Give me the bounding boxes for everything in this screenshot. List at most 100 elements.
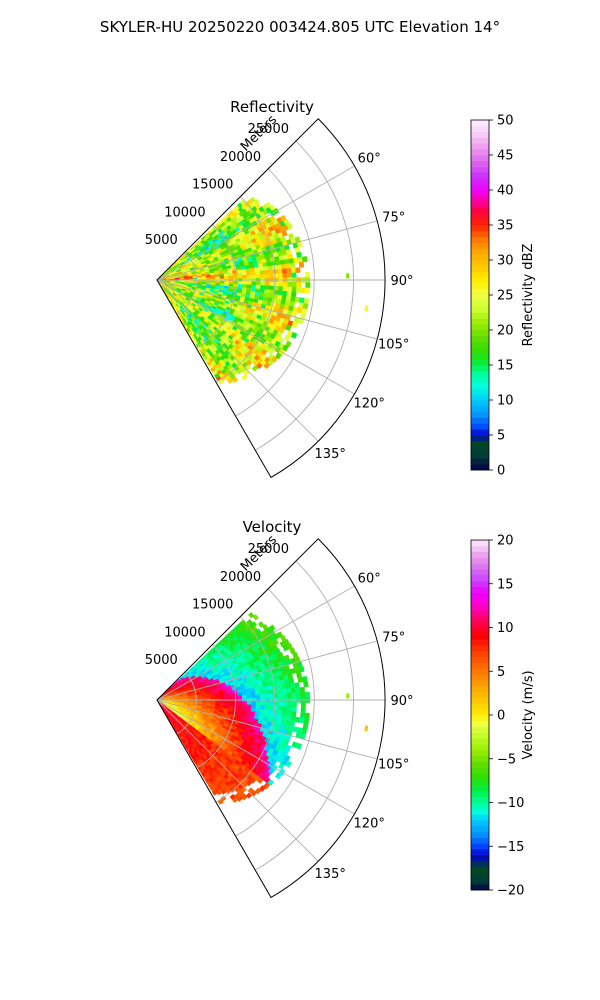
velocity-colorbar-segment [471,551,489,558]
reflectivity-cell [251,364,259,372]
reflectivity-colorbar-segment [471,120,489,127]
reflectivity-colorbar-segment [471,201,489,208]
velocity-colorbar-segment [471,621,489,628]
reflectivity-colorbar-segment [471,166,489,173]
velocity-range-ring [255,560,354,871]
reflectivity-azimuth-spoke [156,165,355,281]
reflectivity-cell [253,198,261,206]
velocity-cell [255,694,261,699]
reflectivity-cell [282,290,288,297]
velocity-colorbar-segment [471,592,489,599]
velocity-colorbar-tick-label: −15 [497,840,524,855]
reflectivity-colorbar-tick-label: 10 [497,394,514,409]
reflectivity-cell [287,286,293,293]
reflectivity-cell [223,273,229,277]
reflectivity-colorbar-segment [471,417,489,424]
reflectivity-range-ring [255,140,354,451]
reflectivity-cell [245,268,251,273]
reflectivity-colorbar-segment [471,184,489,191]
reflectivity-cell [280,263,287,270]
velocity-cell [259,690,265,695]
velocity-cell [231,796,239,804]
velocity-cell [268,693,275,699]
velocity-outlier-echo [346,693,350,699]
reflectivity-azimuth-tick-label: 75° [382,211,405,226]
reflectivity-cell [201,277,207,280]
reflectivity-colorbar-segment [471,353,489,360]
velocity-colorbar-segment [471,697,489,704]
reflectivity-azimuth-spoke [156,220,378,281]
velocity-cell [300,692,306,698]
velocity-cell [267,685,273,691]
reflectivity-colorbar-segment [471,195,489,203]
velocity-cell [251,701,257,706]
velocity-colorbar-segment [471,761,489,768]
velocity-cell [282,706,288,712]
reflectivity-cell [251,274,257,279]
reflectivity-cell [281,230,288,237]
reflectivity-cell [260,285,266,290]
reflectivity-cell [298,261,305,268]
reflectivity-colorbar-tick-label: 25 [497,289,514,304]
reflectivity-cell [282,281,288,288]
reflectivity-colorbar-tick-label: 20 [497,324,514,339]
reflectivity-colorbar-segment [471,400,489,407]
velocity-azimuth-spoke [156,585,355,701]
reflectivity-colorbar-tick-label: 35 [497,219,514,234]
reflectivity-colorbar-segment [471,388,489,395]
reflectivity-colorbar-tick-label: 30 [497,254,514,269]
velocity-cell [251,704,257,709]
velocity-cell [259,694,266,699]
velocity-cell [268,709,274,715]
velocity-cell [242,695,248,699]
reflectivity-colorbar-segment [471,225,489,232]
reflectivity-cell [301,308,308,315]
velocity-colorbar-tick-label: 20 [497,534,514,549]
velocity-colorbar-segment [471,866,489,873]
velocity-colorbar-segment [471,633,489,640]
velocity-cell [291,702,297,708]
velocity-cell [275,680,281,686]
velocity-colorbar-segment [471,610,489,617]
velocity-cell [217,799,224,805]
reflectivity-cell [228,275,234,279]
velocity-colorbar-tick-label: −10 [497,796,524,811]
reflectivity-cell [251,281,257,286]
velocity-range-tick-label: 5000 [145,653,178,668]
reflectivity-colorbar: 0 5 10 15 20 25 30 35 40 45 50 Reflectivity dBZ [470,114,536,479]
velocity-cell [284,678,290,685]
reflectivity-colorbar-segment [471,265,489,273]
velocity-colorbar-segment [471,540,489,547]
reflectivity-cell [263,270,270,275]
reflectivity-cell [268,269,274,275]
velocity-colorbar-segment [471,814,489,821]
velocity-panel: Velocity 500010000150002000025000Meters6… [145,518,536,899]
reflectivity-cell [285,263,291,269]
velocity-azimuth-tick-label: 120° [354,817,385,832]
figure-title: SKYLER-HU 20250220 003424.805 UTC Elevat… [100,18,500,36]
reflectivity-range-ring [176,251,197,315]
velocity-colorbar-segment [471,703,489,710]
reflectivity-cell [288,258,295,264]
velocity-cell [262,682,268,688]
reflectivity-colorbar-segment [471,219,489,226]
velocity-colorbar-segment [471,790,489,798]
reflectivity-colorbar-segment [471,271,489,278]
velocity-colorbar-tick-label: 10 [497,621,514,636]
velocity-colorbar-segment [471,820,489,827]
reflectivity-colorbar-tick-label: 0 [497,464,505,479]
reflectivity-colorbar-segment [471,365,489,372]
reflectivity-colorbar-segment [471,295,489,302]
reflectivity-cell [284,258,290,265]
reflectivity-azimuth-spoke [156,279,378,340]
velocity-cell [220,788,227,795]
velocity-cell [264,705,270,711]
velocity-cell [285,683,291,689]
reflectivity-azimuth-tick-label: 90° [390,274,413,289]
velocity-colorbar-segment [471,569,489,576]
reflectivity-cell [268,273,275,279]
reflectivity-cell [271,355,278,363]
velocity-cell [282,710,288,717]
reflectivity-colorbar-segment [471,213,489,220]
reflectivity-cell [279,259,286,266]
